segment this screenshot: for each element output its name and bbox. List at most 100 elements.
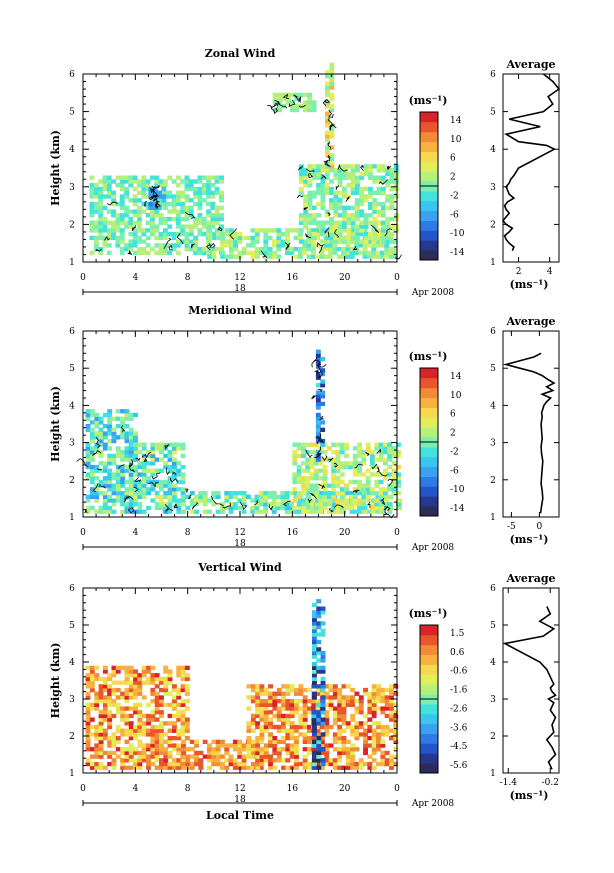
heatmap-cell bbox=[388, 250, 394, 256]
heatmap-cell bbox=[215, 509, 221, 514]
heatmap-cell bbox=[329, 220, 334, 225]
heatmap-cell bbox=[337, 754, 343, 759]
heatmap-cell bbox=[159, 713, 164, 719]
heatmap-cell bbox=[232, 502, 238, 507]
contour-line bbox=[164, 444, 170, 450]
heatmap-cell bbox=[137, 209, 142, 214]
heatmap-cell bbox=[277, 92, 282, 98]
heatmap-cell bbox=[296, 464, 302, 470]
heatmap-cell bbox=[162, 179, 168, 184]
heatmap-cell bbox=[358, 710, 364, 715]
heatmap-cell bbox=[318, 502, 324, 507]
heatmap-cell bbox=[158, 213, 164, 218]
heatmap-cell bbox=[384, 750, 390, 756]
heatmap-cell bbox=[197, 194, 203, 199]
heatmap-cell bbox=[102, 687, 108, 693]
heatmap-cell bbox=[365, 450, 371, 455]
heatmap-cell bbox=[163, 765, 169, 770]
heatmap-cell bbox=[324, 717, 330, 722]
heatmap-cell bbox=[289, 710, 295, 715]
heatmap-cell bbox=[154, 479, 160, 485]
heatmap-cell bbox=[372, 231, 378, 237]
heatmap-cell bbox=[370, 472, 375, 477]
heatmap-cell bbox=[158, 235, 164, 241]
heatmap-cell bbox=[237, 250, 243, 256]
heatmap-cell bbox=[137, 213, 142, 218]
colorbar-tick-label: -1.6 bbox=[450, 686, 468, 696]
heatmap-cell bbox=[335, 502, 341, 507]
heatmap-cell bbox=[380, 695, 386, 700]
heatmap-cell bbox=[93, 201, 99, 207]
heatmap-cell bbox=[393, 213, 399, 218]
heatmap-cell bbox=[311, 171, 317, 177]
contour-line bbox=[303, 206, 308, 211]
heatmap-cell bbox=[281, 747, 286, 752]
heatmap-cell bbox=[263, 235, 269, 241]
heatmap-cell bbox=[307, 220, 313, 225]
heatmap-cell bbox=[329, 156, 335, 162]
heatmap-cell bbox=[98, 194, 104, 199]
heatmap-cell bbox=[175, 190, 181, 195]
heatmap-cell bbox=[137, 472, 143, 477]
heatmap-cell bbox=[281, 721, 286, 726]
heatmap-cell bbox=[389, 175, 395, 180]
day-label: 18 bbox=[234, 795, 246, 805]
heatmap-cell bbox=[345, 254, 351, 259]
heatmap-cell bbox=[137, 442, 143, 447]
heatmap-cell bbox=[159, 758, 164, 763]
heatmap-cell bbox=[241, 765, 247, 770]
heatmap-cell bbox=[146, 450, 151, 455]
heatmap-cell bbox=[268, 736, 273, 741]
heatmap-cell bbox=[124, 706, 130, 711]
heatmap-cell bbox=[367, 761, 373, 767]
heatmap-cell bbox=[150, 710, 156, 715]
heatmap-cell bbox=[301, 483, 306, 488]
inset-x-tick-label: 4 bbox=[547, 267, 553, 277]
heatmap-cell bbox=[201, 224, 207, 229]
heatmap-cell bbox=[341, 743, 347, 748]
heatmap-cell bbox=[332, 243, 338, 248]
heatmap-cell bbox=[307, 765, 312, 770]
heatmap-cell bbox=[289, 250, 295, 256]
heatmap-cell bbox=[362, 250, 368, 256]
heatmap-cell bbox=[98, 699, 104, 704]
heatmap-cell bbox=[150, 213, 155, 218]
heatmap-cell bbox=[297, 505, 303, 511]
heatmap-cell bbox=[263, 250, 269, 256]
heatmap-cell bbox=[294, 107, 300, 113]
heatmap-cell bbox=[159, 739, 164, 744]
heatmap-cell bbox=[312, 602, 317, 608]
heatmap-cell bbox=[172, 684, 177, 689]
heatmap-cell bbox=[332, 228, 338, 233]
heatmap-cell bbox=[365, 446, 371, 451]
heatmap-cell bbox=[184, 239, 190, 244]
heatmap-cell bbox=[345, 239, 351, 244]
heatmap-cell bbox=[294, 754, 299, 759]
heatmap-cell bbox=[102, 483, 108, 488]
contour-line bbox=[95, 437, 101, 449]
contour-line bbox=[98, 484, 106, 489]
heatmap-cell bbox=[325, 153, 330, 158]
heatmap-cell bbox=[345, 754, 351, 759]
heatmap-cell bbox=[224, 765, 230, 770]
heatmap-cell bbox=[332, 498, 338, 503]
contour-line bbox=[126, 495, 134, 500]
heatmap-cell bbox=[172, 699, 177, 704]
heatmap-cell bbox=[281, 724, 286, 730]
heatmap-cell bbox=[250, 250, 256, 256]
heatmap-cell bbox=[107, 754, 113, 759]
heatmap-cell bbox=[85, 472, 91, 477]
heatmap-cell bbox=[335, 464, 341, 470]
heatmap-cell bbox=[107, 699, 113, 704]
heatmap-cell bbox=[120, 491, 126, 496]
heatmap-cell bbox=[128, 509, 134, 514]
heatmap-cell bbox=[162, 190, 168, 195]
heatmap-cell bbox=[371, 243, 377, 248]
heatmap-cell bbox=[342, 168, 347, 173]
heatmap-cell bbox=[128, 673, 134, 678]
heatmap-cell bbox=[302, 765, 308, 770]
heatmap-cell bbox=[115, 724, 121, 730]
heatmap-cell bbox=[371, 747, 377, 752]
heatmap-cell bbox=[320, 758, 326, 763]
heatmap-cell bbox=[197, 250, 203, 256]
